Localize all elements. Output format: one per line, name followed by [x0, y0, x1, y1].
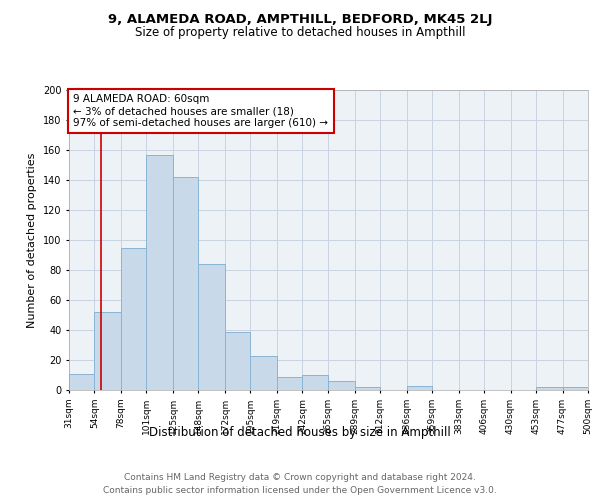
Bar — [355, 387, 380, 390]
Bar — [173, 177, 199, 390]
Bar — [69, 374, 94, 390]
Bar — [199, 264, 225, 390]
Bar — [250, 356, 277, 390]
Text: 9, ALAMEDA ROAD, AMPTHILL, BEDFORD, MK45 2LJ: 9, ALAMEDA ROAD, AMPTHILL, BEDFORD, MK45… — [108, 12, 492, 26]
Bar — [536, 387, 563, 390]
Bar — [328, 381, 355, 390]
Bar — [146, 154, 173, 390]
Bar — [277, 376, 302, 390]
Y-axis label: Number of detached properties: Number of detached properties — [28, 152, 37, 328]
Bar — [563, 387, 588, 390]
Text: Contains HM Land Registry data © Crown copyright and database right 2024.
Contai: Contains HM Land Registry data © Crown c… — [103, 474, 497, 495]
Bar — [121, 248, 146, 390]
Bar — [225, 332, 250, 390]
Text: 9 ALAMEDA ROAD: 60sqm
← 3% of detached houses are smaller (18)
97% of semi-detac: 9 ALAMEDA ROAD: 60sqm ← 3% of detached h… — [73, 94, 328, 128]
Text: Size of property relative to detached houses in Ampthill: Size of property relative to detached ho… — [135, 26, 465, 39]
Bar — [94, 312, 121, 390]
Bar — [302, 375, 328, 390]
Text: Distribution of detached houses by size in Ampthill: Distribution of detached houses by size … — [149, 426, 451, 439]
Bar — [407, 386, 432, 390]
